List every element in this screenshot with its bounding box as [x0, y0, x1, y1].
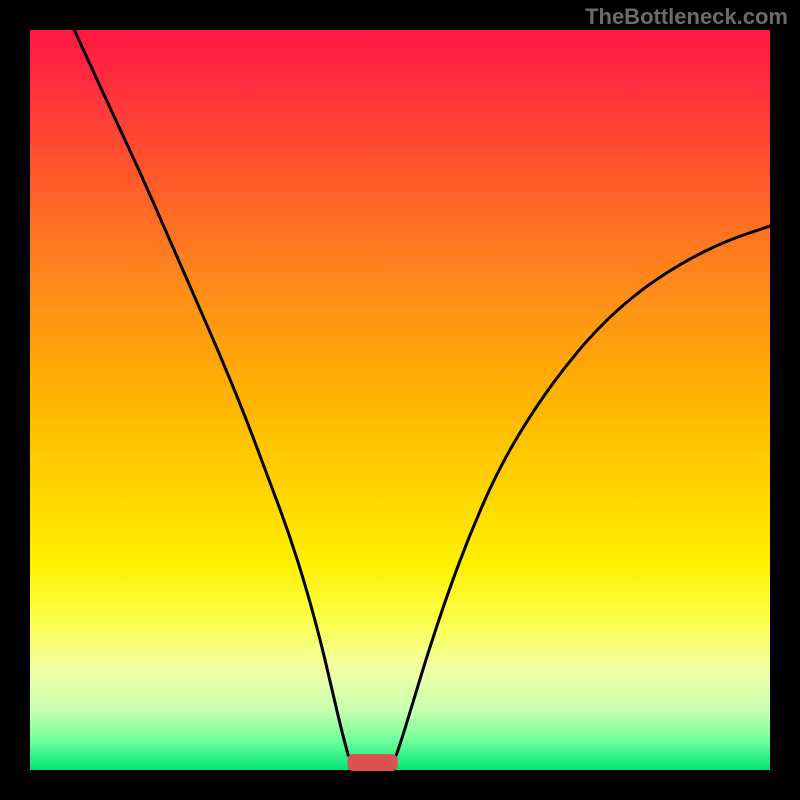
optimal-marker — [347, 754, 397, 771]
figure-frame: TheBottleneck.com — [0, 0, 800, 800]
watermark: TheBottleneck.com — [585, 4, 788, 30]
bottleneck-chart — [0, 0, 800, 800]
plot-background — [30, 30, 770, 770]
